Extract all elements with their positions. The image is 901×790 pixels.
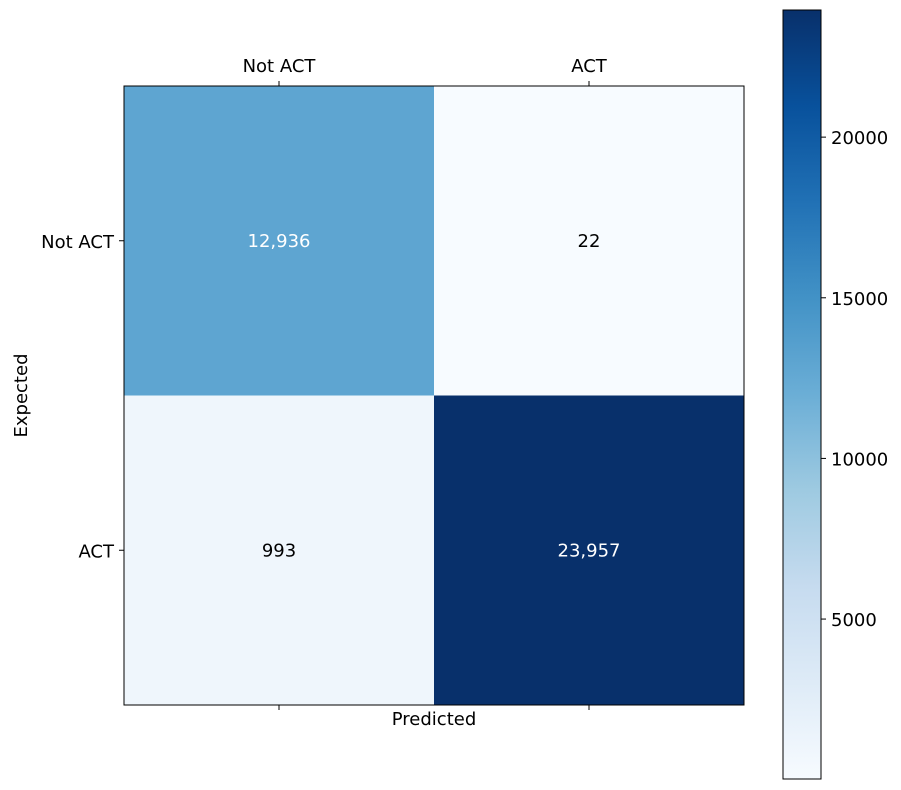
cell-value-label: 22 <box>578 231 601 252</box>
colorbar-tick-label: 10000 <box>831 449 888 470</box>
plot-frame <box>123 85 745 706</box>
x-tick-label: Not ACT <box>243 56 317 77</box>
heatmap-cell <box>124 86 434 396</box>
x-axis-label: Predicted <box>392 709 477 730</box>
colorbar-gradient <box>782 9 822 780</box>
heatmap-cell <box>434 86 744 396</box>
y-tick-label: ACT <box>78 541 115 562</box>
colorbar-tick-label: 5000 <box>831 610 877 631</box>
colorbar-ticks: 5000 10000 15000 20000 <box>821 128 888 631</box>
colorbar: 5000 10000 15000 20000 <box>782 9 888 780</box>
heatmap-cells: 12,936 22 993 23,957 <box>124 86 744 705</box>
colorbar-tick-label: 20000 <box>831 128 888 149</box>
heatmap-cell <box>434 395 744 705</box>
y-axis-ticks: Not ACT ACT <box>41 232 124 562</box>
y-tick-label: Not ACT <box>41 232 115 253</box>
heatmap-cell <box>124 395 434 705</box>
cell-value-label: 993 <box>262 540 296 561</box>
cell-value-label: 23,957 <box>558 540 621 561</box>
y-axis-label: Expected <box>11 354 32 438</box>
x-axis-ticks: Not ACT ACT <box>243 56 608 710</box>
x-tick-label: ACT <box>571 56 608 77</box>
cell-value-label: 12,936 <box>248 231 311 252</box>
colorbar-tick-label: 15000 <box>831 289 888 310</box>
